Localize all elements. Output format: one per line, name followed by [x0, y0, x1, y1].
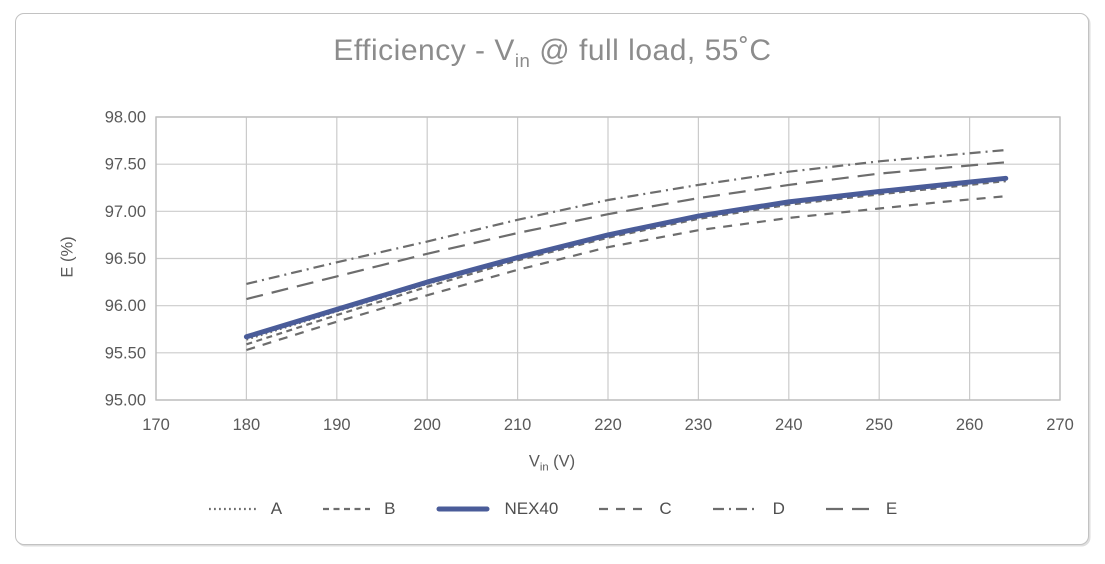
- x-axis-title: Vin (V): [529, 452, 575, 473]
- legend-item-b: B: [322, 499, 395, 519]
- x-axis-title-suffix: (V): [548, 452, 576, 471]
- plot-border: [155, 116, 1061, 401]
- y-tick-label: 95.50: [105, 344, 146, 362]
- x-axis-title-subscript: in: [539, 461, 549, 474]
- x-tick-label: 220: [594, 416, 622, 434]
- legend-line-medium-dash-icon: [599, 507, 646, 511]
- legend-item-c: C: [598, 499, 672, 519]
- series-line-nex40: [243, 175, 1009, 340]
- x-tick-label: 250: [865, 416, 893, 434]
- legend-label: D: [772, 499, 785, 518]
- legend-line-dotted-icon: [208, 507, 257, 511]
- legend-line-solid-blue-icon: [436, 506, 490, 512]
- legend-line-long-dash-icon: [825, 507, 872, 511]
- x-tick-label: 270: [1046, 416, 1074, 434]
- y-tick-label: 97.00: [105, 203, 146, 221]
- legend-label: NEX40: [504, 499, 559, 518]
- x-tick-label: 170: [142, 416, 170, 434]
- x-tick-label: 260: [956, 416, 984, 434]
- legend-label: B: [384, 499, 396, 518]
- x-tick-label: 210: [504, 416, 532, 434]
- chart-frame: [15, 13, 1089, 545]
- y-axis-title: E (%): [58, 236, 77, 278]
- x-tick-label: 190: [323, 416, 351, 434]
- y-tick-label: 96.00: [105, 297, 146, 315]
- chart-title: Efficiency - Vin @ full load, 55˚C: [0, 34, 1105, 72]
- legend-label: A: [270, 499, 283, 518]
- legend-label: E: [885, 499, 898, 518]
- y-tick-label: 98.00: [105, 109, 146, 127]
- legend-item-nex40: NEX40: [435, 499, 558, 519]
- legend-item-e: E: [825, 499, 897, 519]
- y-tick-label: 97.50: [105, 156, 146, 174]
- chart-title-suffix: @ full load, 55˚C: [530, 34, 772, 67]
- series-line-e: [246, 161, 1006, 301]
- legend-item-a: A: [208, 499, 282, 519]
- x-tick-label: 240: [775, 416, 803, 434]
- series-line-c: [246, 195, 1006, 352]
- series-line-b: [246, 180, 1006, 346]
- series-line-d: [246, 148, 1006, 286]
- x-tick-label: 230: [685, 416, 713, 434]
- x-axis-title-prefix: V: [528, 452, 540, 471]
- legend-line-dash-dot-icon: [712, 507, 759, 511]
- chart-title-subscript: in: [514, 50, 531, 71]
- legend-item-d: D: [712, 499, 785, 519]
- legend-label: C: [659, 499, 672, 518]
- y-tick-label: 96.50: [105, 250, 146, 268]
- x-tick-label: 180: [233, 416, 261, 434]
- chart-legend: A B NEX40 C D E: [0, 499, 1105, 519]
- chart-title-prefix: Efficiency - V: [333, 34, 515, 67]
- x-tick-label: 200: [413, 416, 441, 434]
- y-tick-label: 95.00: [105, 392, 146, 410]
- legend-line-short-dash-icon: [323, 507, 371, 511]
